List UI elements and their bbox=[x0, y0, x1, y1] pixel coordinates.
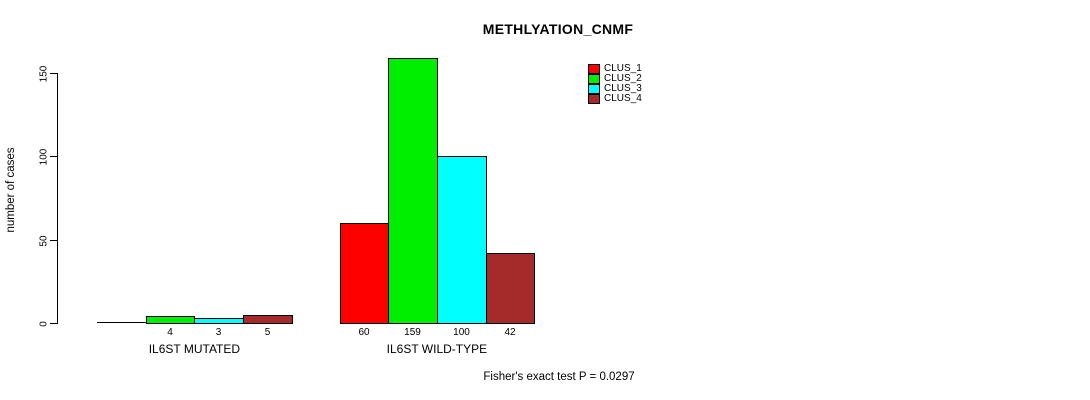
bar-clus_2-il6st-mutated bbox=[146, 316, 195, 324]
legend-item-clus_1: CLUS_1 bbox=[588, 63, 642, 74]
y-tick bbox=[50, 73, 58, 74]
y-tick-label: 0 bbox=[38, 321, 50, 327]
bar-value-label: 159 bbox=[404, 327, 421, 338]
bar-value-label: 60 bbox=[358, 327, 370, 338]
legend-swatch-clus_4 bbox=[588, 93, 600, 104]
bar-clus_1-il6st-mutated bbox=[97, 322, 147, 323]
bar-value-label: 4 bbox=[167, 327, 173, 338]
y-tick bbox=[50, 156, 58, 157]
y-tick-label: 50 bbox=[38, 235, 50, 247]
y-axis-title: number of cases bbox=[5, 147, 17, 233]
group-label-il6st-mutated: IL6ST MUTATED bbox=[148, 342, 241, 356]
annotation-fisher-test: Fisher's exact test P = 0.0297 bbox=[483, 371, 635, 383]
legend-label: CLUS_4 bbox=[604, 93, 642, 104]
legend-swatch-clus_1 bbox=[588, 63, 600, 74]
y-tick bbox=[50, 323, 58, 324]
bar-value-label: 3 bbox=[215, 327, 222, 338]
y-tick-label: 150 bbox=[38, 65, 50, 83]
bar-value-label: 5 bbox=[264, 327, 271, 338]
bar-clus_2-il6st-wild-type bbox=[388, 58, 438, 324]
legend-swatch-clus_3 bbox=[588, 83, 600, 94]
legend-swatch-clus_2 bbox=[588, 73, 600, 84]
legend-label: CLUS_2 bbox=[604, 73, 642, 84]
bar-clus_3-il6st-mutated bbox=[194, 318, 244, 324]
y-tick bbox=[50, 240, 58, 241]
bar-value-label: 100 bbox=[453, 327, 470, 338]
group-label-il6st-wild-type: IL6ST WILD-TYPE bbox=[386, 342, 488, 356]
y-axis-line bbox=[57, 73, 58, 324]
legend-label: CLUS_1 bbox=[604, 63, 642, 74]
bar-clus_1-il6st-wild-type bbox=[340, 223, 389, 324]
legend-item-clus_4: CLUS_4 bbox=[588, 93, 642, 104]
bar-clus_4-il6st-wild-type bbox=[486, 253, 535, 324]
bar-clus_3-il6st-wild-type bbox=[437, 156, 487, 324]
legend-item-clus_2: CLUS_2 bbox=[588, 73, 642, 84]
bar-value-label: 42 bbox=[504, 327, 516, 338]
chart-title: METHLYATION_CNMF bbox=[482, 21, 634, 37]
bar-clus_4-il6st-mutated bbox=[243, 315, 293, 324]
y-tick-label: 100 bbox=[38, 148, 50, 166]
legend-item-clus_3: CLUS_3 bbox=[588, 83, 642, 94]
legend-label: CLUS_3 bbox=[604, 83, 642, 94]
